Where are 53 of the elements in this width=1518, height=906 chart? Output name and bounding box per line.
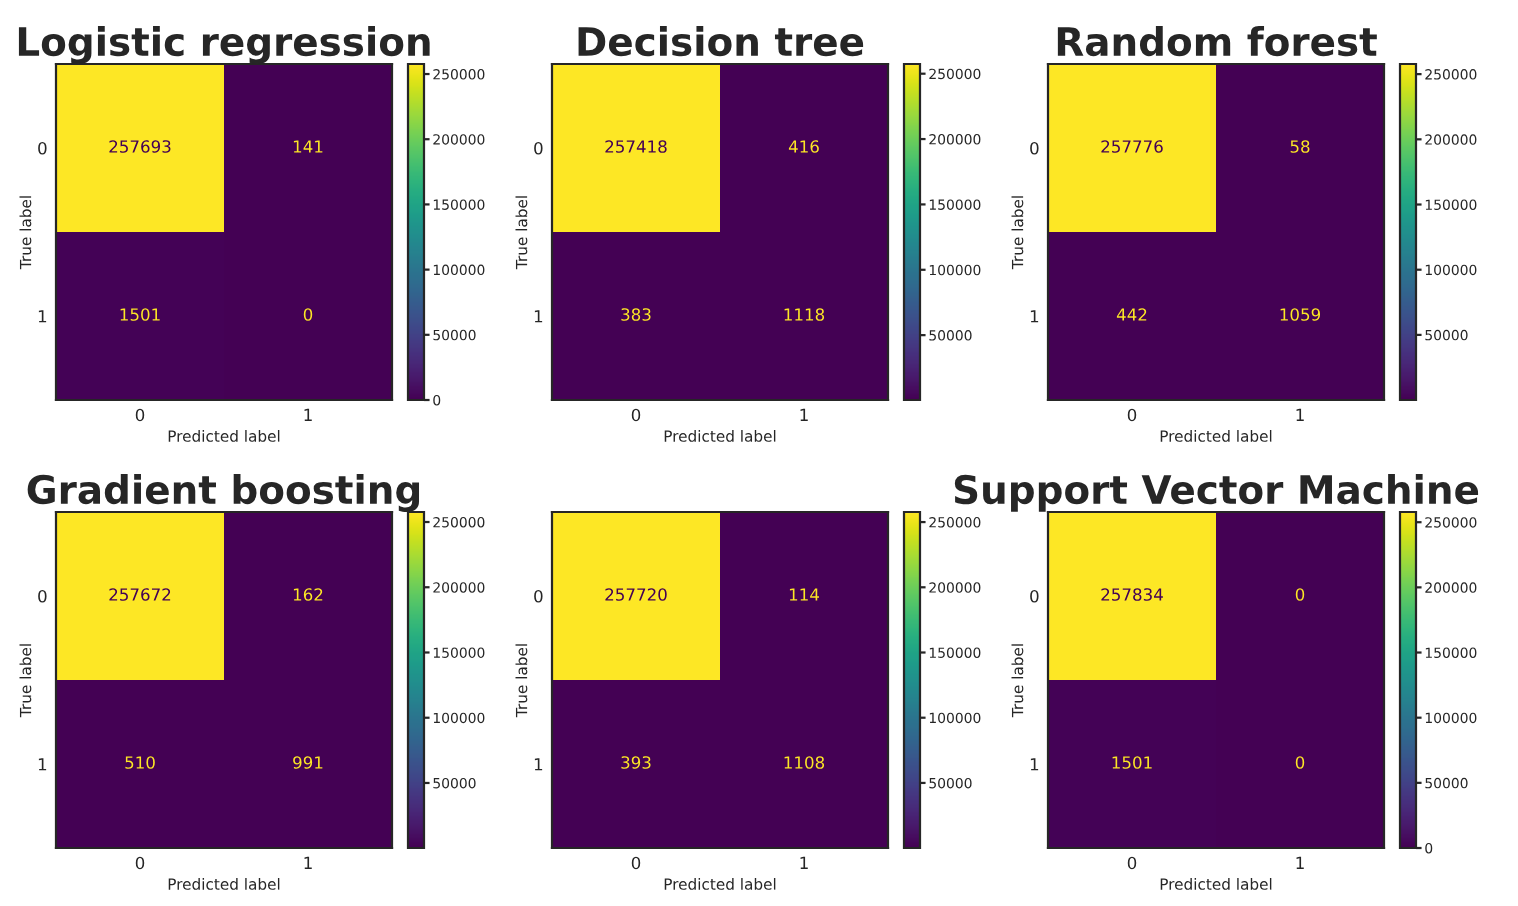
y-tick-label: 1 — [1030, 758, 1039, 771]
chart-title: Decision tree — [578, 26, 864, 57]
data-label: 257720 — [605, 588, 667, 601]
y-tick-label: 1 — [38, 758, 47, 771]
data-label: 1118 — [784, 308, 825, 321]
y-tick-label: 0 — [534, 589, 543, 603]
y-tick-label: 0 — [38, 141, 47, 155]
data-label: 1059 — [1280, 308, 1321, 321]
y-tick-label: 1 — [38, 310, 47, 323]
data-label: 416 — [788, 140, 819, 153]
y-tick-label: 1 — [534, 758, 543, 771]
chart-title: Gradient boosting — [27, 474, 420, 513]
data-label: 1108 — [784, 756, 825, 769]
x-tick-label: 1 — [800, 408, 808, 421]
chart-title: Random forest — [1057, 26, 1377, 57]
y-tick-label: 0 — [534, 141, 543, 155]
data-label: 58 — [1290, 140, 1310, 153]
y-tick-label: 1 — [534, 310, 543, 323]
chart-title: Support Vector Machine — [954, 474, 1479, 512]
y-tick-label: 0 — [1030, 141, 1039, 155]
x-tick-label: 1 — [800, 856, 808, 869]
x-tick-label: 0 — [631, 408, 641, 422]
y-tick-label: 0 — [1030, 589, 1039, 603]
data-label: 393 — [621, 756, 651, 769]
data-label: 510 — [125, 756, 155, 769]
data-label: 0 — [303, 308, 313, 321]
data-label: 0 — [1295, 756, 1305, 769]
y-tick-label: 0 — [38, 589, 47, 603]
data-label: 383 — [621, 308, 651, 321]
data-label: 257776 — [1101, 140, 1163, 153]
data-label: 1501 — [1112, 756, 1152, 769]
data-label: 257418 — [605, 140, 667, 153]
data-label: 257834 — [1101, 588, 1163, 601]
y-tick-label: 1 — [1030, 310, 1039, 323]
x-tick-label: 0 — [631, 856, 641, 870]
data-label: 162 — [293, 588, 323, 601]
data-label: 0 — [1295, 588, 1305, 601]
x-tick-label: 1 — [1296, 856, 1304, 869]
x-tick-label: 0 — [1127, 408, 1137, 422]
data-label: 141 — [293, 140, 323, 153]
x-tick-label: 1 — [304, 856, 312, 869]
x-tick-label: 1 — [1296, 408, 1304, 421]
data-label: 442 — [1116, 308, 1147, 321]
chart-title: Logistic regression — [18, 26, 430, 65]
data-label: 114 — [789, 588, 819, 601]
x-tick-label: 1 — [304, 408, 312, 421]
data-label: 257693 — [109, 140, 171, 153]
data-label: 257672 — [109, 588, 171, 601]
data-label: 1501 — [120, 308, 160, 321]
x-tick-label: 0 — [135, 856, 145, 870]
x-tick-label: 0 — [135, 408, 145, 422]
data-label: 991 — [293, 756, 323, 769]
x-tick-label: 0 — [1127, 856, 1137, 870]
